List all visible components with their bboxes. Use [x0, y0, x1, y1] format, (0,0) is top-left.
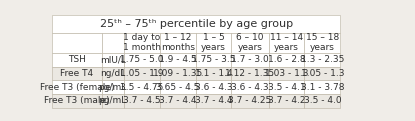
Bar: [269, 80, 304, 94]
Text: 1 day to
1 month: 1 day to 1 month: [123, 33, 161, 52]
Text: 1.05 - 1.9: 1.05 - 1.9: [120, 69, 164, 78]
Bar: [231, 67, 269, 80]
Text: 3.7 - 4.25: 3.7 - 4.25: [228, 96, 272, 106]
Bar: [304, 67, 340, 80]
Bar: [304, 94, 340, 108]
Text: 25ᵗʰ – 75ᵗʰ percentile by age group: 25ᵗʰ – 75ᵗʰ percentile by age group: [100, 19, 293, 29]
Text: 3.6 - 4.3: 3.6 - 4.3: [195, 83, 232, 92]
Bar: [52, 15, 340, 33]
Text: 1 – 12
months: 1 – 12 months: [161, 33, 195, 52]
Text: 3.6 - 4.3: 3.6 - 4.3: [231, 83, 269, 92]
Text: 1.09 - 1.35: 1.09 - 1.35: [154, 69, 203, 78]
Bar: [52, 67, 102, 80]
Bar: [304, 80, 340, 94]
Text: 3.5 - 4.0: 3.5 - 4.0: [303, 96, 341, 106]
Text: pg/mL: pg/mL: [98, 96, 127, 106]
Text: 3.7 - 4.4: 3.7 - 4.4: [195, 96, 232, 106]
Bar: [102, 80, 124, 94]
Bar: [231, 53, 269, 67]
Text: 1.05 - 1.3: 1.05 - 1.3: [300, 69, 344, 78]
Text: 11 – 14
years: 11 – 14 years: [270, 33, 303, 52]
Text: 1 – 5
years: 1 – 5 years: [201, 33, 226, 52]
Text: 3.7 - 4.5: 3.7 - 4.5: [123, 96, 161, 106]
Bar: [269, 67, 304, 80]
Bar: [160, 33, 196, 53]
Text: Free T4: Free T4: [60, 69, 93, 78]
Bar: [196, 33, 231, 53]
Bar: [304, 53, 340, 67]
Text: 1.3 - 2.35: 1.3 - 2.35: [301, 55, 344, 64]
Bar: [269, 53, 304, 67]
Bar: [124, 80, 160, 94]
Text: 1.9 - 4.5: 1.9 - 4.5: [159, 55, 197, 64]
Text: TSH: TSH: [68, 55, 86, 64]
Bar: [304, 33, 340, 53]
Bar: [102, 94, 124, 108]
Bar: [52, 80, 102, 94]
Bar: [160, 80, 196, 94]
Text: pg/mL: pg/mL: [98, 83, 127, 92]
Bar: [102, 33, 124, 53]
Bar: [231, 33, 269, 53]
Bar: [196, 94, 231, 108]
Text: 3.7 - 4.4: 3.7 - 4.4: [159, 96, 197, 106]
Text: mIU/L: mIU/L: [100, 55, 126, 64]
Bar: [231, 80, 269, 94]
Bar: [269, 94, 304, 108]
Bar: [269, 33, 304, 53]
Text: Free T3 (female): Free T3 (female): [39, 83, 114, 92]
Text: 3.7 - 4.2: 3.7 - 4.2: [268, 96, 305, 106]
Text: 1.75 - 3.5: 1.75 - 3.5: [192, 55, 235, 64]
Bar: [160, 94, 196, 108]
Bar: [52, 53, 102, 67]
Bar: [160, 53, 196, 67]
Text: 1.03 - 1.3: 1.03 - 1.3: [265, 69, 308, 78]
Text: 15 – 18
years: 15 – 18 years: [306, 33, 339, 52]
Text: 3.1 - 3.78: 3.1 - 3.78: [300, 83, 344, 92]
Bar: [124, 94, 160, 108]
Text: 6 – 10
years: 6 – 10 years: [236, 33, 264, 52]
Text: 1.6 - 2.8: 1.6 - 2.8: [268, 55, 305, 64]
Text: Free T3 (male): Free T3 (male): [44, 96, 110, 106]
Bar: [102, 53, 124, 67]
Text: 3.5 - 4.75: 3.5 - 4.75: [120, 83, 164, 92]
Bar: [52, 33, 102, 53]
Bar: [160, 67, 196, 80]
Bar: [52, 94, 102, 108]
Bar: [231, 94, 269, 108]
Text: 1.7 - 3.0: 1.7 - 3.0: [231, 55, 269, 64]
Text: 1.12 - 1.35: 1.12 - 1.35: [225, 69, 275, 78]
Bar: [124, 33, 160, 53]
Text: 1.75 - 5.0: 1.75 - 5.0: [120, 55, 164, 64]
Bar: [124, 53, 160, 67]
Text: 3.65 - 4.5: 3.65 - 4.5: [156, 83, 200, 92]
Text: 3.5 - 4.1: 3.5 - 4.1: [268, 83, 305, 92]
Text: ng/dL: ng/dL: [100, 69, 125, 78]
Bar: [196, 67, 231, 80]
Bar: [102, 67, 124, 80]
Bar: [124, 67, 160, 80]
Bar: [196, 80, 231, 94]
Bar: [196, 53, 231, 67]
Text: 1.1 - 1.4: 1.1 - 1.4: [195, 69, 232, 78]
